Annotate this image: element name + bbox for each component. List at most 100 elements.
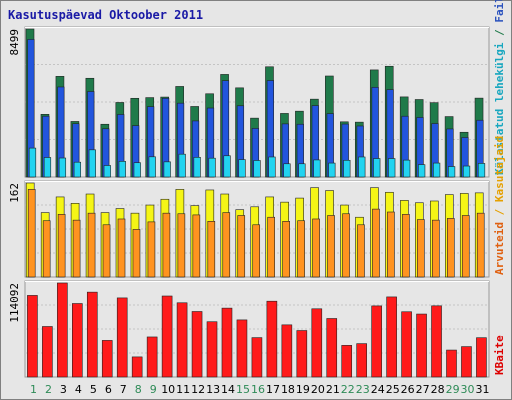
bar-k-lastatud-lehek-lgi-day-25: [388, 158, 396, 178]
bar-kbaite-day-25: [386, 296, 397, 378]
bar-arvuteid-day-8: [132, 229, 141, 278]
x-tick-day-1: 1: [30, 383, 37, 396]
bar-arvuteid-day-6: [102, 224, 111, 278]
bar-kbaite-day-24: [371, 305, 382, 378]
bar-kbaite-day-18: [281, 324, 293, 378]
bar-kbaite-day-28: [431, 305, 442, 378]
x-tick-day-15: 15: [236, 383, 250, 396]
x-tick-day-3: 3: [60, 383, 67, 396]
bar-arvuteid-day-30: [461, 215, 470, 278]
legend-segment-faile: Faile: [493, 0, 506, 23]
bar-k-lastatud-lehek-lgi-day-16: [253, 160, 261, 178]
bar-arvuteid-day-10: [162, 212, 171, 278]
x-tick-day-28: 28: [431, 383, 445, 396]
bar-k-lastatud-lehek-lgi-day-14: [223, 155, 231, 178]
bar-arvuteid-day-19: [297, 220, 305, 278]
bar-arvuteid-day-23: [357, 224, 365, 278]
right-legend-panel-1: Külastatud lehekülgi / Faile / Pöördumis…: [493, 0, 506, 175]
bar-kbaite-day-26: [401, 311, 412, 378]
bar-arvuteid-day-24: [372, 208, 380, 278]
panel-2: 162 Arvuteid / Kasutajaid: [8, 136, 506, 278]
bar-arvuteid-day-22: [342, 213, 350, 278]
bar-k-lastatud-lehek-lgi-day-26: [403, 159, 411, 178]
bar-kbaite-day-2: [42, 326, 53, 378]
x-tick-day-7: 7: [120, 383, 127, 396]
bar-kbaite-day-21: [326, 318, 338, 378]
x-tick-day-14: 14: [221, 383, 235, 396]
bar-arvuteid-day-25: [387, 211, 395, 278]
bar-kbaite-day-8: [131, 356, 143, 378]
bar-kbaite-day-10: [161, 295, 173, 378]
bar-k-lastatud-lehek-lgi-day-20: [313, 159, 321, 178]
bar-k-lastatud-lehek-lgi-day-18: [283, 163, 291, 178]
bar-kbaite-day-23: [356, 343, 367, 378]
bar-k-lastatud-lehek-lgi-day-8: [133, 162, 141, 178]
bar-k-lastatud-lehek-lgi-day-2: [43, 157, 52, 178]
bar-k-lastatud-lehek-lgi-day-4: [73, 161, 81, 178]
x-tick-day-21: 21: [326, 383, 340, 396]
bar-arvuteid-day-18: [282, 221, 290, 278]
bar-kbaite-day-22: [341, 345, 353, 378]
x-tick-day-26: 26: [401, 383, 415, 396]
x-tick-day-20: 20: [311, 383, 325, 396]
x-tick-day-6: 6: [105, 383, 112, 396]
bar-k-lastatud-lehek-lgi-day-7: [118, 161, 126, 178]
bar-kbaite-day-20: [311, 308, 323, 378]
bar-k-lastatud-lehek-lgi-day-5: [88, 149, 96, 178]
x-tick-day-27: 27: [416, 383, 430, 396]
chart-title: Kasutuspäevad Oktoober 2011: [8, 8, 203, 22]
x-tick-day-16: 16: [251, 383, 265, 396]
bar-k-lastatud-lehek-lgi-day-19: [298, 163, 306, 178]
bar-k-lastatud-lehek-lgi-day-15: [238, 159, 246, 178]
x-tick-day-2: 2: [45, 383, 52, 396]
bar-arvuteid-day-5: [87, 212, 96, 278]
bar-k-lastatud-lehek-lgi-day-17: [268, 156, 276, 178]
bar-kbaite-day-3: [57, 282, 68, 378]
bar-k-lastatud-lehek-lgi-day-24: [373, 158, 381, 178]
bar-kbaite-day-27: [416, 313, 427, 378]
bar-arvuteid-day-31: [476, 212, 485, 278]
x-tick-day-13: 13: [206, 383, 220, 396]
bar-k-lastatud-lehek-lgi-day-1: [28, 147, 37, 178]
x-tick-day-11: 11: [176, 383, 190, 396]
legend-segment-arvuteid: Arvuteid: [493, 222, 506, 275]
bar-arvuteid-day-11: [177, 213, 186, 278]
bar-kbaite-day-4: [72, 303, 83, 378]
bar-kbaite-day-6: [101, 340, 113, 378]
bar-kbaite-day-16: [251, 337, 263, 378]
x-tick-day-10: 10: [161, 383, 175, 396]
bar-arvuteid-day-1: [27, 189, 36, 278]
bar-k-lastatud-lehek-lgi-day-29: [447, 166, 456, 178]
bar-kbaite-day-30: [461, 346, 472, 378]
x-axis-tick-labels: 1 2 3 4 5 6 7 8 9 10 11 12 13 14 15 16 17 18 19 20 21 22 23 24 2…: [30, 383, 490, 396]
bar-kbaite-day-5: [86, 291, 98, 378]
bar-arvuteid-day-21: [327, 215, 335, 278]
bar-kbaite-day-29: [446, 349, 457, 378]
y-max-label-panel-1: 8499: [8, 29, 21, 56]
y-max-label-panel-2: 162: [8, 183, 21, 203]
bar-arvuteid-day-17: [267, 216, 275, 278]
bar-kbaite-day-15: [236, 319, 248, 378]
bar-kbaite-day-31: [476, 337, 487, 378]
bar-k-lastatud-lehek-lgi-day-10: [163, 161, 171, 178]
legend-segment-k-lastatud-lehek-lgi: Külastatud lehekülgi: [493, 42, 506, 175]
bar-arvuteid-day-15: [237, 215, 246, 278]
bar-k-lastatud-lehek-lgi-day-30: [462, 165, 471, 178]
x-tick-day-9: 9: [150, 383, 157, 396]
bar-k-lastatud-lehek-lgi-day-9: [148, 156, 156, 178]
bar-kbaite-day-13: [206, 321, 218, 378]
bar-kbaite-day-14: [221, 307, 233, 378]
bar-kbaite-day-7: [116, 297, 128, 378]
x-tick-day-19: 19: [296, 383, 310, 396]
x-tick-day-22: 22: [341, 383, 355, 396]
bar-kbaite-day-19: [296, 330, 308, 378]
legend-segment-: /: [493, 23, 506, 43]
bar-arvuteid-day-14: [222, 212, 231, 278]
bar-arvuteid-day-20: [312, 218, 320, 278]
bar-k-lastatud-lehek-lgi-day-23: [358, 156, 366, 178]
x-tick-day-31: 31: [476, 383, 490, 396]
bar-arvuteid-day-3: [57, 214, 66, 278]
bar-arvuteid-day-9: [147, 221, 156, 278]
legend-segment-kbaite: KBaite: [493, 335, 506, 375]
